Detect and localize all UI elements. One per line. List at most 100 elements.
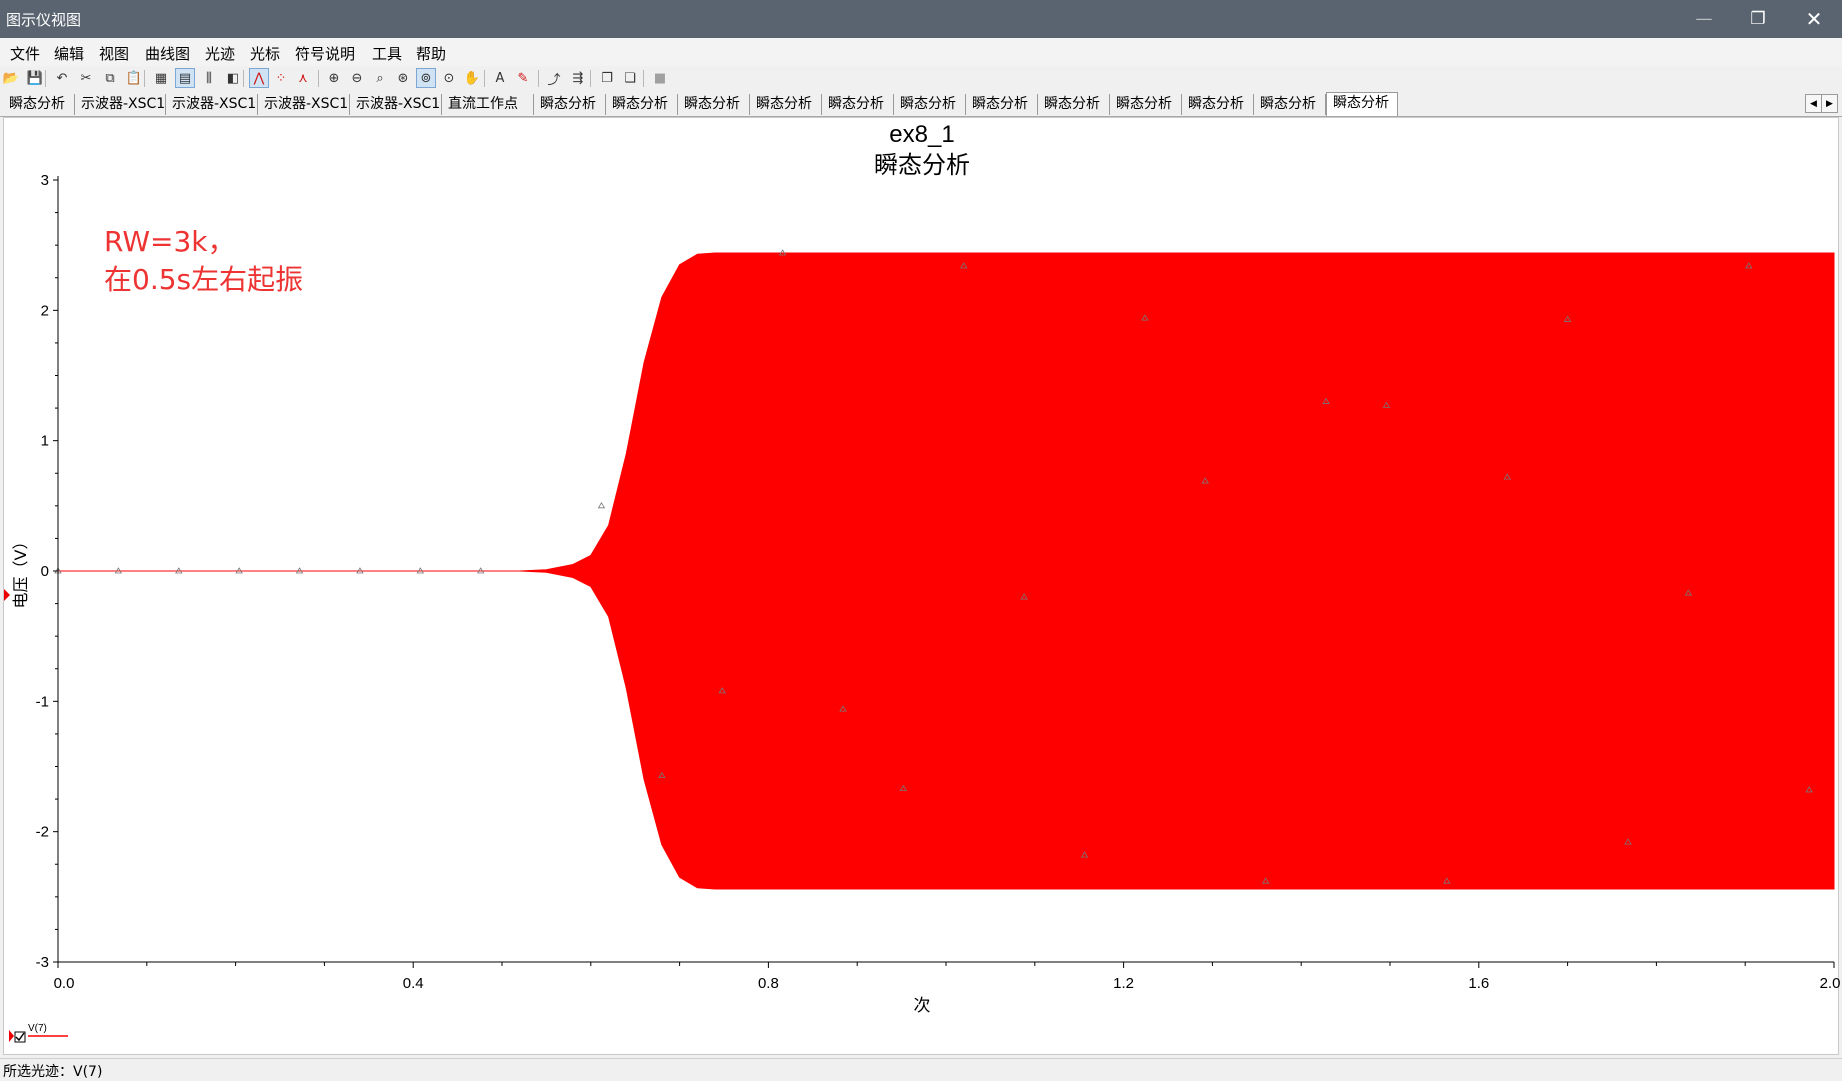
tab-8[interactable]: 瞬态分析	[678, 94, 750, 115]
tab-1[interactable]: 示波器-XSC1	[75, 94, 166, 115]
marker-9	[658, 771, 666, 779]
legend-selected-icon	[9, 1030, 14, 1042]
tab-4[interactable]: 示波器-XSC1	[350, 94, 442, 115]
annotation-icon[interactable]: ✎	[517, 70, 529, 86]
marker-12	[839, 705, 847, 712]
marker-27	[1745, 262, 1753, 269]
marker-1	[114, 567, 123, 574]
copy-icon[interactable]: ⧉	[105, 70, 115, 86]
pan-icon[interactable]: ✋	[463, 70, 481, 86]
zoom-y-icon[interactable]: ⊚	[416, 68, 436, 88]
tab-11[interactable]: 瞬态分析	[894, 94, 966, 115]
legend-icon[interactable]: ▤	[175, 68, 195, 88]
undo-icon[interactable]: ↶	[56, 70, 68, 86]
marker-5	[356, 567, 364, 574]
marker-21	[1382, 401, 1391, 408]
legend-label: V(7)	[28, 1023, 47, 1034]
marker-20	[1322, 397, 1330, 404]
marker-2	[175, 567, 183, 574]
marker-10	[718, 687, 726, 694]
y-tick-label-4: -1	[36, 693, 49, 710]
marker-25	[1624, 838, 1632, 845]
toolbar-separator	[538, 70, 539, 87]
menu-item-6[interactable]: 符号说明	[295, 45, 356, 63]
zoom-in-icon[interactable]: ⊕	[328, 70, 340, 86]
tab-10[interactable]: 瞬态分析	[822, 94, 894, 115]
menu-item-1[interactable]: 编辑	[54, 45, 85, 63]
tab-5[interactable]: 直流工作点	[442, 94, 534, 115]
cursor-icon[interactable]: ⫼	[206, 70, 212, 86]
line-point-mode-icon[interactable]: ⋏	[298, 70, 308, 86]
toolbar-separator	[243, 70, 244, 87]
tab-15[interactable]: 瞬态分析	[1182, 94, 1254, 115]
x-tick-label-1: 0.4	[403, 975, 424, 992]
status-text: 所选光迹：V(7)	[3, 1064, 103, 1080]
zoom-fit-icon[interactable]: ⌕	[376, 70, 384, 86]
toolbar-separator	[45, 70, 46, 87]
x-axis-label: 次	[914, 996, 931, 1016]
legend-checkbox	[14, 1031, 26, 1043]
marker-7	[476, 567, 485, 574]
stop-icon[interactable]: ■	[653, 70, 667, 86]
tab-7[interactable]: 瞬态分析	[606, 94, 678, 115]
zoom-area-icon[interactable]: ⊙	[443, 70, 455, 86]
tab-12[interactable]: 瞬态分析	[966, 94, 1038, 115]
menu-item-4[interactable]: 光迹	[205, 45, 236, 63]
maximize-button[interactable]: ❐	[1750, 9, 1766, 29]
zoom-x-icon[interactable]: ⊛	[397, 70, 409, 86]
toolbar-separator	[144, 70, 145, 87]
grid-icon[interactable]: ▦	[154, 70, 168, 86]
x-tick-label-3: 1.2	[1113, 975, 1134, 992]
toolbar: 📂 💾 ↶ ✂ ⧉ 📋 ▦ ▤ ⫼ ◧ ⋀ ⁘ ⋏ ⊕ ⊖ ⌕ ⊛ ⊚ ⊙ ✋ A ✎ ⤴ ⇶ ❐ ❏ ■	[0, 66, 1842, 92]
add-text-icon[interactable]: A	[495, 70, 505, 86]
annotation-line-2: 在0.5s左右起振	[104, 263, 303, 296]
menu-item-8[interactable]: 帮助	[416, 45, 447, 63]
menu-item-0[interactable]: 文件	[10, 45, 41, 63]
marker-28	[1805, 786, 1813, 793]
y-tick-label-2: 1	[41, 433, 49, 450]
paste-graph-icon[interactable]: ❏	[624, 70, 636, 86]
toolbar-separator	[484, 70, 485, 87]
tab-scroll-right-button[interactable]: ▶	[1821, 94, 1838, 113]
menu-item-2[interactable]: 视图	[99, 45, 130, 63]
tab-17[interactable]: 瞬态分析	[1326, 92, 1398, 116]
save-icon[interactable]: 💾	[26, 70, 44, 86]
tab-14[interactable]: 瞬态分析	[1110, 94, 1182, 115]
close-button[interactable]: ✕	[1805, 7, 1823, 31]
open-icon[interactable]: 📂	[2, 70, 20, 86]
tab-scroll-left-button[interactable]: ◀	[1805, 94, 1822, 113]
tab-16[interactable]: 瞬态分析	[1254, 94, 1326, 115]
minimize-button[interactable]: —	[1695, 9, 1713, 29]
overlay-icon[interactable]: ⇶	[572, 70, 584, 86]
tab-0[interactable]: 瞬态分析	[3, 94, 75, 115]
copy-graph-icon[interactable]: ❐	[601, 70, 613, 86]
menu-item-7[interactable]: 工具	[372, 45, 403, 63]
y-tick-label-3: 0	[41, 563, 49, 580]
y-tick-label-1: 2	[41, 302, 49, 319]
x-tick-label-5: 2.0	[1820, 975, 1840, 992]
y-tick-label-0: 3	[41, 172, 49, 189]
toolbar-separator	[590, 70, 591, 87]
tab-13[interactable]: 瞬态分析	[1038, 94, 1110, 115]
reverse-colors-icon[interactable]: ◧	[226, 70, 240, 86]
zoom-out-icon[interactable]: ⊖	[351, 70, 363, 86]
cut-icon[interactable]: ✂	[80, 70, 92, 86]
tab-3[interactable]: 示波器-XSC1	[258, 94, 350, 115]
marker-18	[1201, 477, 1210, 484]
line-mode-icon[interactable]: ⋀	[249, 68, 269, 88]
transient-chart[interactable]: ex8_1 瞬态分析 3 2 1 0 -1 -2 -3 0.0 0.4 0.8 1.2 1.6 2.0 次 电压…	[4, 118, 1840, 1056]
export-icon[interactable]: ⤴	[547, 72, 561, 88]
tab-2[interactable]: 示波器-XSC1	[166, 94, 258, 115]
marker-26	[1684, 589, 1693, 596]
menu-item-5[interactable]: 光标	[250, 45, 281, 63]
marker-6	[416, 567, 425, 574]
selected-trace-marker	[4, 589, 10, 601]
annotation-line-1: RW=3k，	[104, 225, 236, 258]
tab-9[interactable]: 瞬态分析	[750, 94, 822, 115]
marker-4	[295, 567, 304, 574]
point-mode-icon[interactable]: ⁘	[275, 70, 287, 86]
title-bar: 图示仪视图 — ❐ ✕	[0, 0, 1842, 38]
menu-item-3[interactable]: 曲线图	[145, 45, 191, 63]
paste-icon[interactable]: 📋	[125, 70, 143, 86]
tab-6[interactable]: 瞬态分析	[534, 94, 606, 115]
